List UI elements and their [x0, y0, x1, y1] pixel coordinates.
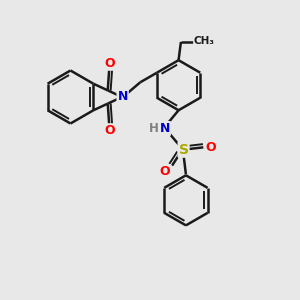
Text: N: N	[117, 91, 128, 103]
Text: O: O	[160, 165, 170, 178]
Text: H: H	[149, 122, 159, 135]
Text: CH₃: CH₃	[194, 36, 215, 46]
Text: O: O	[104, 124, 115, 137]
Text: S: S	[178, 143, 189, 157]
Text: N: N	[160, 122, 170, 135]
Text: O: O	[205, 141, 216, 154]
Text: O: O	[104, 57, 115, 70]
